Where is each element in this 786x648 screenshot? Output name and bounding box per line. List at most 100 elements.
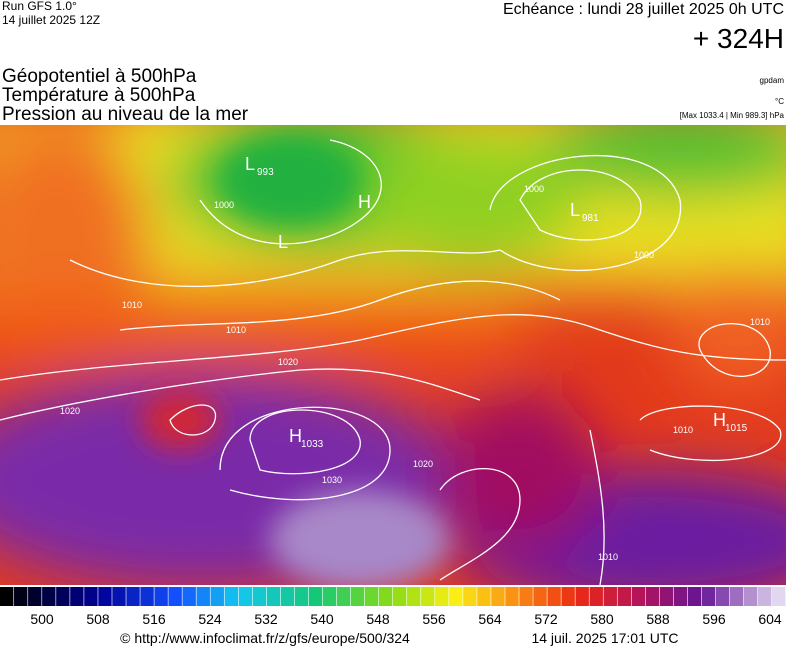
center-type: H bbox=[289, 426, 302, 446]
isobar-label: 1010 bbox=[122, 300, 142, 310]
isobar-label: 1000 bbox=[214, 200, 234, 210]
scale-swatch bbox=[154, 587, 168, 606]
scale-swatch bbox=[280, 587, 295, 606]
scale-swatch bbox=[603, 587, 617, 606]
scale-swatch bbox=[252, 587, 267, 606]
scale-tick-label: 596 bbox=[702, 611, 726, 627]
scale-swatch bbox=[336, 587, 351, 606]
center-type: L bbox=[245, 154, 255, 174]
scale-swatch bbox=[378, 587, 393, 606]
scale-swatch bbox=[505, 587, 519, 606]
unit: [Max 1033.4 | Min 989.3] hPa bbox=[680, 111, 785, 120]
scale-swatch bbox=[645, 587, 660, 606]
title: Pression au niveau de la mer bbox=[2, 104, 249, 125]
scale-swatch bbox=[294, 587, 309, 606]
run: Run GFS 1.0° bbox=[2, 0, 77, 13]
scale-swatch bbox=[519, 587, 533, 606]
isobars bbox=[0, 139, 786, 585]
center-type: L bbox=[278, 232, 288, 252]
scale-swatch bbox=[393, 587, 407, 606]
scale-swatch bbox=[547, 587, 561, 606]
scale-swatch bbox=[575, 587, 589, 606]
scale-swatch bbox=[701, 587, 716, 606]
map-field bbox=[0, 125, 786, 585]
scale-swatch bbox=[687, 587, 702, 606]
isobar-label: 1000 bbox=[634, 250, 654, 260]
isobar-label: 1010 bbox=[598, 552, 618, 562]
center-value: 1033 bbox=[301, 439, 324, 450]
scale-swatch bbox=[140, 587, 154, 606]
scale-swatch bbox=[491, 587, 505, 606]
isobar-label: 1030 bbox=[322, 475, 342, 485]
center-value: 981 bbox=[582, 213, 599, 224]
color-scale: 500 508 516 524 532 540 548 556 564 572 580 588 596 6… bbox=[0, 587, 786, 627]
isobar-label: 1020 bbox=[278, 357, 298, 367]
lead-time: + 324H bbox=[693, 23, 784, 54]
center-value: 993 bbox=[257, 167, 274, 178]
scale-swatch bbox=[757, 587, 772, 606]
footer-url: © http://www.infoclimat.fr/z/gfs/europe/… bbox=[120, 630, 410, 646]
scale-tick-label: 516 bbox=[142, 611, 166, 627]
scale-swatch bbox=[589, 587, 603, 606]
scale-swatch bbox=[659, 587, 674, 606]
scale-swatch bbox=[350, 587, 365, 606]
isobar-label: 1010 bbox=[750, 317, 770, 327]
scale-swatch bbox=[463, 587, 477, 606]
scale-swatch bbox=[238, 587, 253, 606]
scale-swatch bbox=[0, 587, 14, 606]
footer-date: 14 juil. 2025 17:01 UTC bbox=[531, 630, 678, 646]
scale-tick-label: 540 bbox=[310, 611, 334, 627]
isobar-label: 1020 bbox=[60, 406, 80, 416]
scale-swatch bbox=[435, 587, 449, 606]
scale-swatch bbox=[322, 587, 337, 606]
scale-swatch bbox=[631, 587, 646, 606]
scale-swatch bbox=[70, 587, 84, 606]
scale-swatch bbox=[196, 587, 210, 606]
scale-swatch bbox=[224, 587, 239, 606]
scale-tick-label: 532 bbox=[254, 611, 278, 627]
scale-swatch bbox=[729, 587, 744, 606]
scale-swatch bbox=[84, 587, 98, 606]
scale-swatch bbox=[266, 587, 281, 606]
scale-swatch bbox=[421, 587, 435, 606]
scale-tick-label: 572 bbox=[534, 611, 558, 627]
scale-swatch bbox=[168, 587, 182, 606]
center-type: L bbox=[570, 200, 580, 220]
center-type: H bbox=[358, 192, 371, 212]
scale-tick-label: 524 bbox=[198, 611, 222, 627]
isobar-label: 1000 bbox=[524, 184, 544, 194]
scale-swatch bbox=[561, 587, 575, 606]
scale-swatch bbox=[308, 587, 323, 606]
scale-swatch bbox=[182, 587, 196, 606]
scale-tick-label: 556 bbox=[422, 611, 446, 627]
scale-tick-label: 508 bbox=[86, 611, 110, 627]
scale-tick-label: 604 bbox=[758, 611, 782, 627]
center-type: H bbox=[713, 410, 726, 430]
run-date: 14 juillet 2025 12Z bbox=[2, 13, 100, 27]
scale-swatch bbox=[126, 587, 140, 606]
scale-swatch bbox=[112, 587, 126, 606]
isobar-label: 1010 bbox=[226, 325, 246, 335]
scale-swatch bbox=[715, 587, 730, 606]
isobar-label: 1010 bbox=[673, 425, 693, 435]
scale-swatch bbox=[56, 587, 70, 606]
isobar-label: 1020 bbox=[413, 459, 433, 469]
unit: gpdam bbox=[760, 76, 785, 85]
scale-swatch bbox=[28, 587, 42, 606]
scale-tick-label: 548 bbox=[366, 611, 390, 627]
center-value: 1015 bbox=[725, 423, 748, 434]
scale-swatch bbox=[42, 587, 56, 606]
scale-swatch bbox=[477, 587, 491, 606]
scale-tick-label: 564 bbox=[478, 611, 502, 627]
scale-swatch bbox=[407, 587, 421, 606]
scale-swatch bbox=[364, 587, 379, 606]
valid-time: Echéance : lundi 28 juillet 2025 0h UTC bbox=[503, 1, 784, 18]
scale-swatch bbox=[14, 587, 28, 606]
scale-tick-label: 588 bbox=[646, 611, 670, 627]
scale-swatch bbox=[449, 587, 463, 606]
scale-tick-label: 580 bbox=[590, 611, 614, 627]
scale-swatch bbox=[673, 587, 688, 606]
